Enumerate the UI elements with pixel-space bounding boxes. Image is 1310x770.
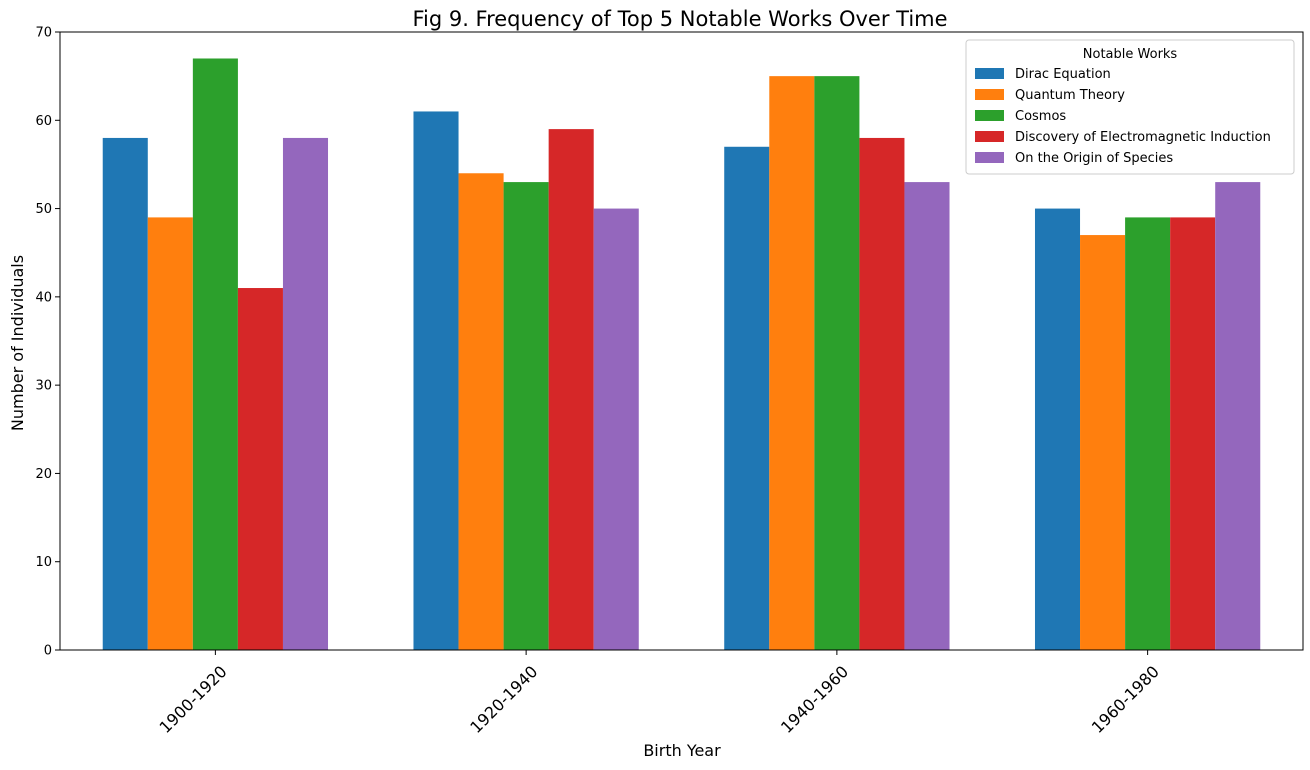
x-tick-label: 1920-1940 — [466, 662, 541, 737]
x-tick-label: 1960-1980 — [1088, 662, 1163, 737]
y-tick-label: 10 — [35, 555, 52, 570]
y-tick-label: 50 — [35, 202, 52, 217]
legend-label: Quantum Theory — [1015, 88, 1125, 103]
bars-group — [102, 58, 1261, 651]
y-tick-label: 60 — [35, 114, 52, 129]
y-tick-label: 70 — [35, 26, 52, 41]
y-axis-label: Number of Individuals — [8, 255, 27, 431]
bar-quantum-theory-1900-1920 — [147, 217, 193, 650]
x-axis-label: Birth Year — [643, 741, 721, 760]
legend-frame — [965, 39, 1295, 175]
bar-cosmos-1900-1920 — [192, 58, 238, 651]
bar-on-the-origin-of-species-1920-1940 — [593, 208, 639, 650]
legend-swatch — [975, 152, 1004, 163]
y-tick-label: 0 — [44, 644, 52, 659]
legend-items: Dirac Equation Quantum Theory Cosmos Discov… — [975, 67, 1271, 166]
y-tick-label: 20 — [35, 467, 52, 482]
bar-quantum-theory-1920-1940 — [458, 173, 504, 650]
legend-label: Cosmos — [1015, 109, 1066, 124]
bar-on-the-origin-of-species-1960-1980 — [1215, 182, 1261, 650]
bar-discovery-of-electromagnetic-induction-1940-1960 — [859, 137, 905, 650]
bar-on-the-origin-of-species-1900-1920 — [282, 137, 329, 650]
x-tick-label: 1900-1920 — [156, 662, 231, 737]
bar-dirac-equation-1940-1960 — [724, 146, 770, 650]
legend-swatch — [975, 110, 1004, 121]
legend-label: Dirac Equation — [1015, 67, 1111, 82]
plot-frame — [59, 31, 1304, 651]
x-tick-label: 1940-1960 — [777, 662, 852, 737]
bar-dirac-equation-1960-1980 — [1034, 208, 1081, 650]
legend-label: On the Origin of Species — [1015, 151, 1173, 166]
chart-title: Fig 9. Frequency of Top 5 Notable Works … — [412, 7, 947, 31]
bar-discovery-of-electromagnetic-induction-1900-1920 — [237, 288, 283, 650]
legend-swatch — [975, 89, 1004, 100]
bar-quantum-theory-1940-1960 — [769, 76, 815, 650]
y-tick-label: 40 — [35, 290, 52, 305]
bar-discovery-of-electromagnetic-induction-1960-1980 — [1170, 217, 1216, 650]
y-tick-label: 30 — [35, 379, 52, 394]
legend-title: Notable Works — [1083, 47, 1178, 62]
bar-cosmos-1940-1960 — [814, 76, 860, 650]
bar-cosmos-1920-1940 — [503, 182, 549, 650]
legend-label: Discovery of Electromagnetic Induction — [1015, 130, 1271, 145]
bar-discovery-of-electromagnetic-induction-1920-1940 — [548, 129, 594, 651]
legend-swatch — [975, 68, 1004, 79]
bar-quantum-theory-1960-1980 — [1080, 235, 1126, 650]
legend-swatch — [975, 131, 1004, 142]
bar-dirac-equation-1900-1920 — [102, 137, 148, 650]
bar-on-the-origin-of-species-1940-1960 — [904, 182, 950, 650]
bar-dirac-equation-1920-1940 — [413, 111, 459, 650]
bar-cosmos-1960-1980 — [1125, 217, 1171, 650]
legend: Notable Works Dirac Equation Quantum Theo… — [965, 39, 1295, 175]
